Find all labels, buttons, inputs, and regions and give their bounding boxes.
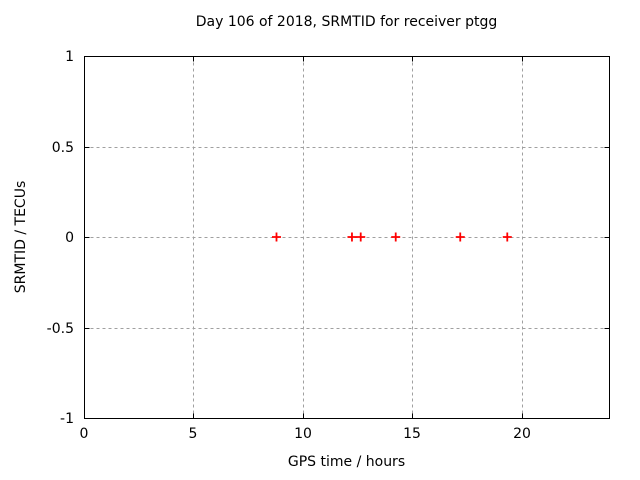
x-tick-label: 15 xyxy=(403,426,421,442)
y-tick-label: -1 xyxy=(60,411,74,427)
data-point-marker xyxy=(356,232,366,242)
data-point-marker xyxy=(272,232,281,242)
x-tick-label: 20 xyxy=(513,426,531,442)
y-tick-label: 0.5 xyxy=(52,140,74,156)
data-point-marker xyxy=(347,232,357,242)
x-tick-label: 0 xyxy=(80,426,89,442)
x-tick-label: 10 xyxy=(294,426,312,442)
y-tick-label: -0.5 xyxy=(47,321,74,337)
chart-title: Day 106 of 2018, SRMTID for receiver ptg… xyxy=(195,14,498,30)
data-point-marker xyxy=(391,232,401,242)
x-tick-label: 5 xyxy=(189,426,198,442)
x-axis-label: GPS time / hours xyxy=(287,454,406,470)
y-tick-label: 0 xyxy=(65,230,74,246)
y-tick-label: 1 xyxy=(65,49,74,65)
data-point-marker xyxy=(502,232,512,242)
data-point-marker xyxy=(455,232,465,242)
